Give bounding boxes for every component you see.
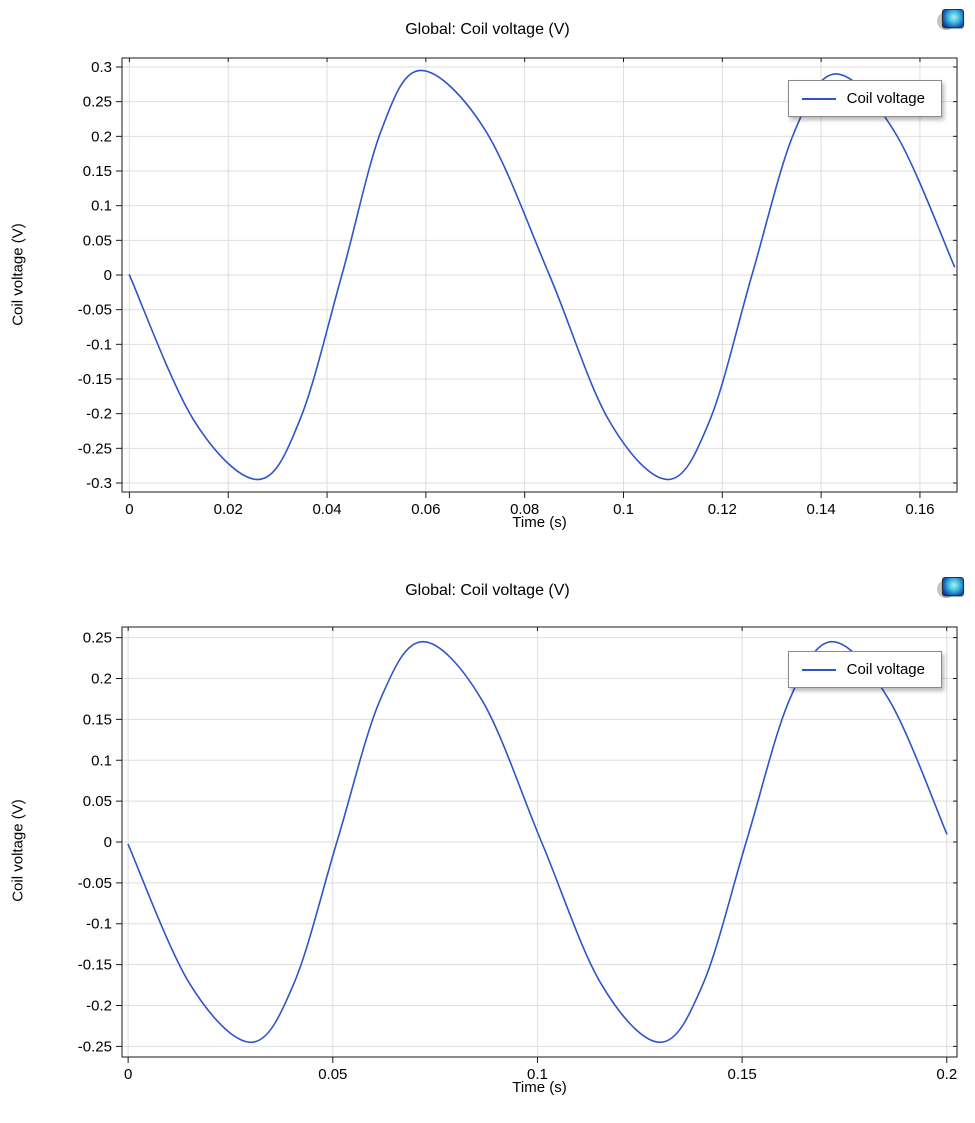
svg-text:0.16: 0.16 (905, 501, 934, 518)
svg-text:0.08: 0.08 (510, 501, 539, 518)
svg-text:0.05: 0.05 (318, 1066, 347, 1083)
svg-text:0.14: 0.14 (807, 501, 836, 518)
svg-text:0.2: 0.2 (936, 1066, 957, 1083)
icon-screen (942, 577, 964, 596)
svg-text:0.1: 0.1 (527, 1066, 548, 1083)
svg-text:0.25: 0.25 (83, 630, 112, 647)
svg-text:0.2: 0.2 (91, 128, 112, 145)
svg-text:0: 0 (104, 267, 112, 284)
svg-text:-0.15: -0.15 (78, 371, 112, 388)
svg-text:0.1: 0.1 (91, 752, 112, 769)
svg-text:0.02: 0.02 (214, 501, 243, 518)
svg-text:0.3: 0.3 (91, 59, 112, 76)
comsol-plot-thumbnail-icon (937, 9, 964, 32)
comsol-plot-thumbnail-icon (937, 577, 964, 600)
svg-text:0: 0 (124, 1066, 132, 1083)
legend-line-swatch (801, 668, 836, 671)
svg-text:0.25: 0.25 (83, 94, 112, 111)
legend-line-swatch (801, 97, 836, 100)
chart-title: Global: Coil voltage (V) (405, 582, 570, 599)
svg-text:-0.2: -0.2 (86, 997, 112, 1014)
svg-text:0.12: 0.12 (708, 501, 737, 518)
x-axis-label: Time (s) (512, 514, 567, 531)
svg-text:-0.15: -0.15 (78, 957, 112, 974)
svg-text:0: 0 (125, 501, 133, 518)
svg-text:-0.05: -0.05 (78, 302, 112, 319)
plot-canvas: 0 0.02 0.04 0.06 0.08 0.1 0.12 0.14 0.16 0.3 0.25 0… (78, 57, 958, 518)
svg-text:-0.1: -0.1 (86, 336, 112, 353)
y-axis-label: Coil voltage (V) (9, 799, 27, 902)
legend-label: Coil voltage (846, 90, 925, 107)
svg-text:0.1: 0.1 (91, 198, 112, 215)
svg-text:0.2: 0.2 (91, 671, 112, 688)
svg-text:0.1: 0.1 (613, 501, 634, 518)
svg-text:-0.25: -0.25 (78, 440, 112, 457)
svg-text:-0.05: -0.05 (78, 875, 112, 892)
svg-text:-0.25: -0.25 (78, 1038, 112, 1055)
legend-label: Coil voltage (846, 661, 925, 678)
svg-text:-0.1: -0.1 (86, 916, 112, 933)
svg-text:-0.3: -0.3 (86, 475, 112, 492)
svg-text:0.15: 0.15 (83, 163, 112, 180)
svg-text:-0.2: -0.2 (86, 406, 112, 423)
coil-voltage-chart-2: Global: Coil voltage (V) 0 0.05 0.1 0.15 0.2… (0, 561, 975, 1122)
svg-text:0.05: 0.05 (83, 793, 112, 810)
svg-text:0.15: 0.15 (728, 1066, 757, 1083)
y-axis-label: Coil voltage (V) (9, 223, 27, 326)
svg-text:0: 0 (104, 834, 112, 851)
plot-canvas: 0 0.05 0.1 0.15 0.2 0.25 0.2 0.15 0.1 0.05 0 -0.05 -… (78, 626, 958, 1083)
svg-text:0.04: 0.04 (312, 501, 341, 518)
svg-text:0.05: 0.05 (83, 232, 112, 249)
legend: Coil voltage (787, 651, 942, 688)
icon-screen (942, 9, 964, 28)
svg-text:0.15: 0.15 (83, 711, 112, 728)
svg-text:0.06: 0.06 (411, 501, 440, 518)
coil-voltage-chart-1: Global: Coil voltage (V) 0 0.02 0.04 0.06 0.… (0, 0, 975, 561)
chart-title: Global: Coil voltage (V) (405, 21, 570, 38)
x-axis-label: Time (s) (512, 1079, 567, 1096)
legend: Coil voltage (787, 80, 942, 117)
